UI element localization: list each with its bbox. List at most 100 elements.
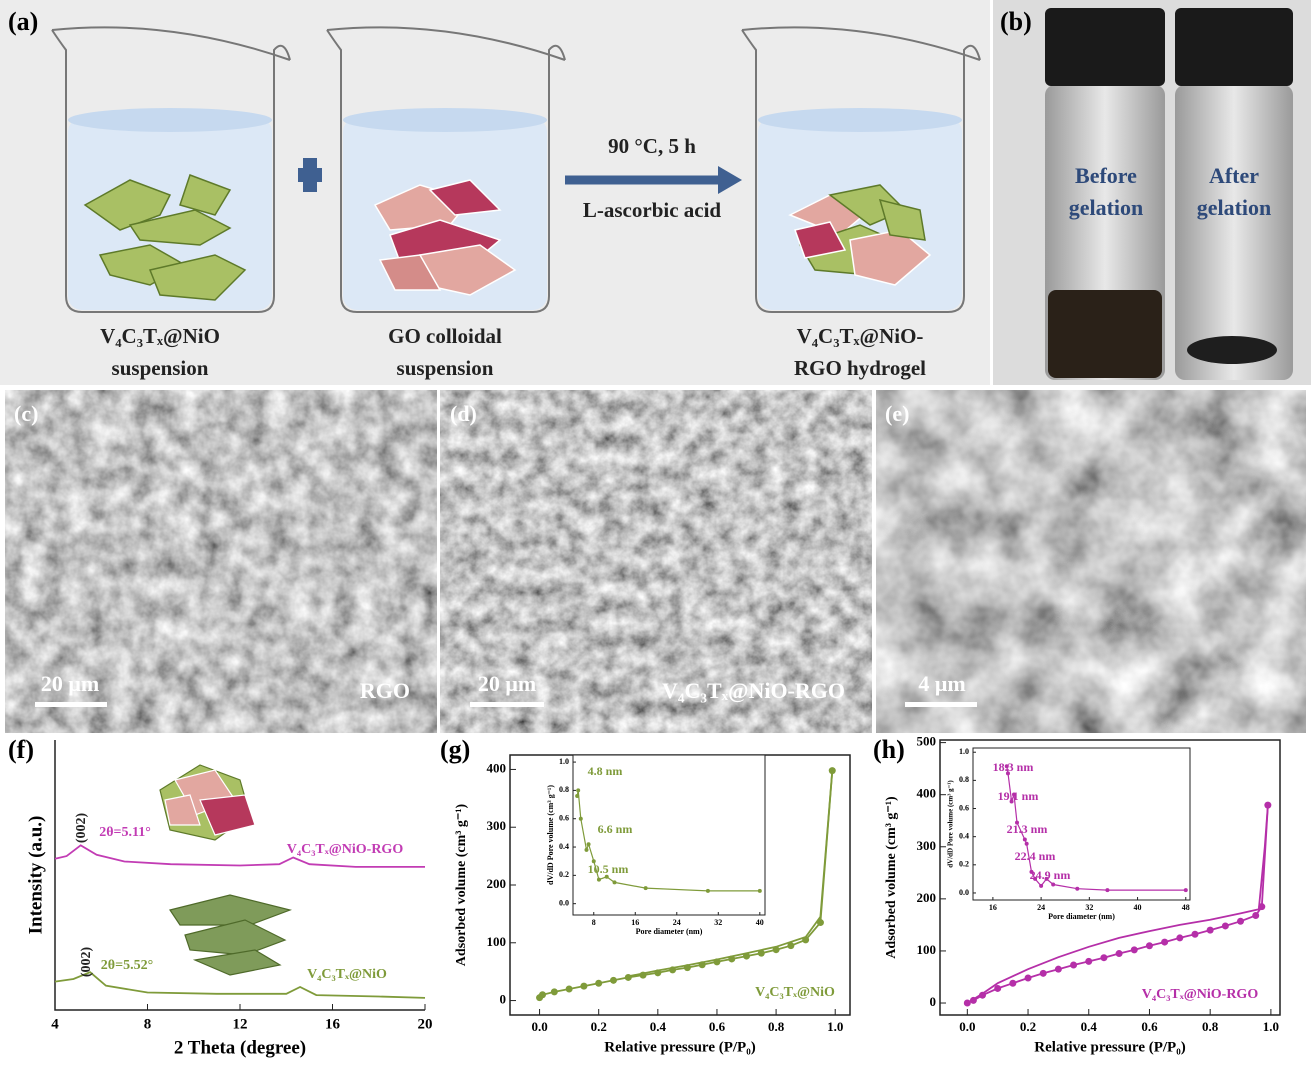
y-tick-label: 0 bbox=[500, 992, 507, 1007]
data-point bbox=[1252, 912, 1260, 920]
data-point bbox=[584, 847, 589, 852]
data-point bbox=[705, 888, 710, 893]
panel-label: (e) bbox=[885, 401, 909, 426]
sem-panels: (c) 20 μm RGO (d) 20 μm V₄C₃Tₓ@NiO-RGO (… bbox=[5, 390, 1306, 733]
data-point bbox=[1075, 886, 1080, 891]
x-tick-label: 24 bbox=[1037, 903, 1045, 912]
data-point bbox=[1145, 942, 1153, 950]
data-point bbox=[580, 982, 588, 990]
data-point bbox=[1085, 957, 1093, 965]
data-point bbox=[1221, 922, 1229, 930]
hydrogel bbox=[1187, 336, 1277, 364]
panel-label: (d) bbox=[450, 401, 477, 426]
y-tick-label: 0.8 bbox=[959, 775, 969, 784]
x-tick-label: 0.4 bbox=[650, 1019, 667, 1034]
x-axis-label: Pore diameter (nm) bbox=[636, 927, 703, 936]
annotation: 2θ=5.52° bbox=[101, 958, 153, 973]
data-point bbox=[1015, 820, 1020, 825]
data-point bbox=[816, 919, 824, 927]
x-tick-label: 1.0 bbox=[827, 1019, 843, 1034]
data-point bbox=[609, 976, 617, 984]
y-tick-label: 300 bbox=[487, 818, 507, 833]
flakes bbox=[83, 174, 932, 301]
series-line bbox=[576, 790, 760, 892]
annotation: 4.8 nm bbox=[588, 764, 623, 778]
y-tick-label: 0 bbox=[930, 994, 937, 1009]
y-tick-label: 0.6 bbox=[559, 814, 569, 823]
beaker-label: suspension bbox=[397, 356, 494, 380]
y-axis-label: dV/dD Pore volume (cm³ g⁻¹) bbox=[947, 780, 955, 868]
x-tick-label: 0.2 bbox=[1020, 1019, 1036, 1034]
panel-label: (c) bbox=[14, 401, 38, 426]
data-point bbox=[591, 859, 596, 864]
x-tick-label: 32 bbox=[714, 918, 722, 927]
x-axis-label: 2 Theta (degree) bbox=[174, 1037, 306, 1058]
data-point bbox=[1029, 869, 1034, 874]
y-tick-label: 0.2 bbox=[559, 870, 569, 879]
x-tick-label: 8 bbox=[144, 1016, 152, 1032]
data-point bbox=[757, 888, 762, 893]
x-tick-label: 0.0 bbox=[959, 1019, 975, 1034]
annotation: 19.1 nm bbox=[998, 789, 1039, 803]
annotation: (002) bbox=[74, 813, 89, 844]
y-tick-label: 500 bbox=[917, 734, 937, 749]
beaker-label: suspension bbox=[112, 356, 209, 380]
data-point bbox=[1206, 926, 1214, 934]
chart: 0.0 0.2 0.4 0.6 0.8 1.0 0 100 200 300 400 500 Relati… bbox=[873, 734, 1281, 1055]
x-tick-label: 0.4 bbox=[1081, 1019, 1098, 1034]
y-tick-label: 0.2 bbox=[959, 860, 969, 869]
scale-label: 20 μm bbox=[478, 671, 536, 696]
x-tick-label: 16 bbox=[989, 903, 997, 912]
data-point bbox=[1054, 965, 1062, 973]
data-point bbox=[1115, 950, 1123, 958]
data-point bbox=[1191, 930, 1199, 938]
data-point bbox=[1105, 888, 1110, 893]
panel-a: (a) 90 °C, 5 h L-ascorbic acid V₄C₃Tₓ@Ni… bbox=[0, 0, 990, 385]
x-tick-label: 20 bbox=[418, 1016, 433, 1032]
y-tick-label: 400 bbox=[917, 786, 937, 801]
data-point bbox=[757, 949, 765, 957]
y-tick-label: 1.0 bbox=[959, 747, 969, 756]
data-point bbox=[539, 991, 547, 999]
panel-label: (h) bbox=[873, 735, 905, 764]
annotation: V₄C₃Tₓ@NiO-RGO bbox=[287, 842, 404, 857]
data-point bbox=[578, 816, 583, 821]
x-tick-label: 16 bbox=[325, 1016, 341, 1032]
data-point bbox=[565, 985, 573, 993]
y-tick-label: 400 bbox=[487, 760, 507, 775]
y-axis-label: Adsorbed volume (cm³ g⁻¹) bbox=[884, 796, 899, 959]
chart: 16 24 32 40 48 0.0 0.2 0.4 0.6 0.8 1.0 Pore diamete… bbox=[947, 747, 1191, 921]
data-point bbox=[575, 794, 580, 799]
y-tick-label: 0.8 bbox=[559, 785, 569, 794]
beaker-label: V₄C₃Tₓ@NiO bbox=[100, 324, 220, 348]
panel-label: (f) bbox=[8, 735, 34, 764]
data-point bbox=[596, 877, 601, 882]
f-illustrations bbox=[159, 764, 293, 976]
data-point bbox=[1005, 771, 1010, 776]
series-line bbox=[966, 805, 1269, 1004]
data-point bbox=[1009, 979, 1017, 987]
data-point bbox=[550, 988, 558, 996]
data-point bbox=[1176, 934, 1184, 942]
scale-label: 20 μm bbox=[41, 671, 99, 696]
y-tick-label: 100 bbox=[917, 942, 937, 957]
annotation: 2θ=5.11° bbox=[99, 825, 151, 840]
data-point bbox=[576, 788, 581, 793]
x-axis-label: Relative pressure (P/P₀) bbox=[604, 1039, 755, 1055]
plus-sign bbox=[298, 158, 322, 192]
x-tick-label: 24 bbox=[673, 918, 681, 927]
x-tick-label: 0.8 bbox=[1202, 1019, 1219, 1034]
sample-label: V₄C₃Tₓ@NiO-RGO bbox=[662, 678, 845, 703]
data-point bbox=[1237, 917, 1245, 925]
scale-bar bbox=[470, 702, 544, 707]
scale-bar bbox=[905, 702, 977, 707]
vial-label: gelation bbox=[1069, 195, 1144, 220]
chart: 4 8 12 16 20 2 Theta (degree) Intensity (a.u.)… bbox=[8, 735, 433, 1058]
annotation: V₄C₃Tₓ@NiO bbox=[755, 985, 835, 1000]
data-point bbox=[1011, 792, 1016, 797]
x-tick-label: 0.2 bbox=[591, 1019, 607, 1034]
data-point bbox=[1044, 876, 1049, 881]
x-axis-label: Pore diameter (nm) bbox=[1048, 912, 1115, 921]
annotation: 10.5 nm bbox=[588, 862, 629, 876]
